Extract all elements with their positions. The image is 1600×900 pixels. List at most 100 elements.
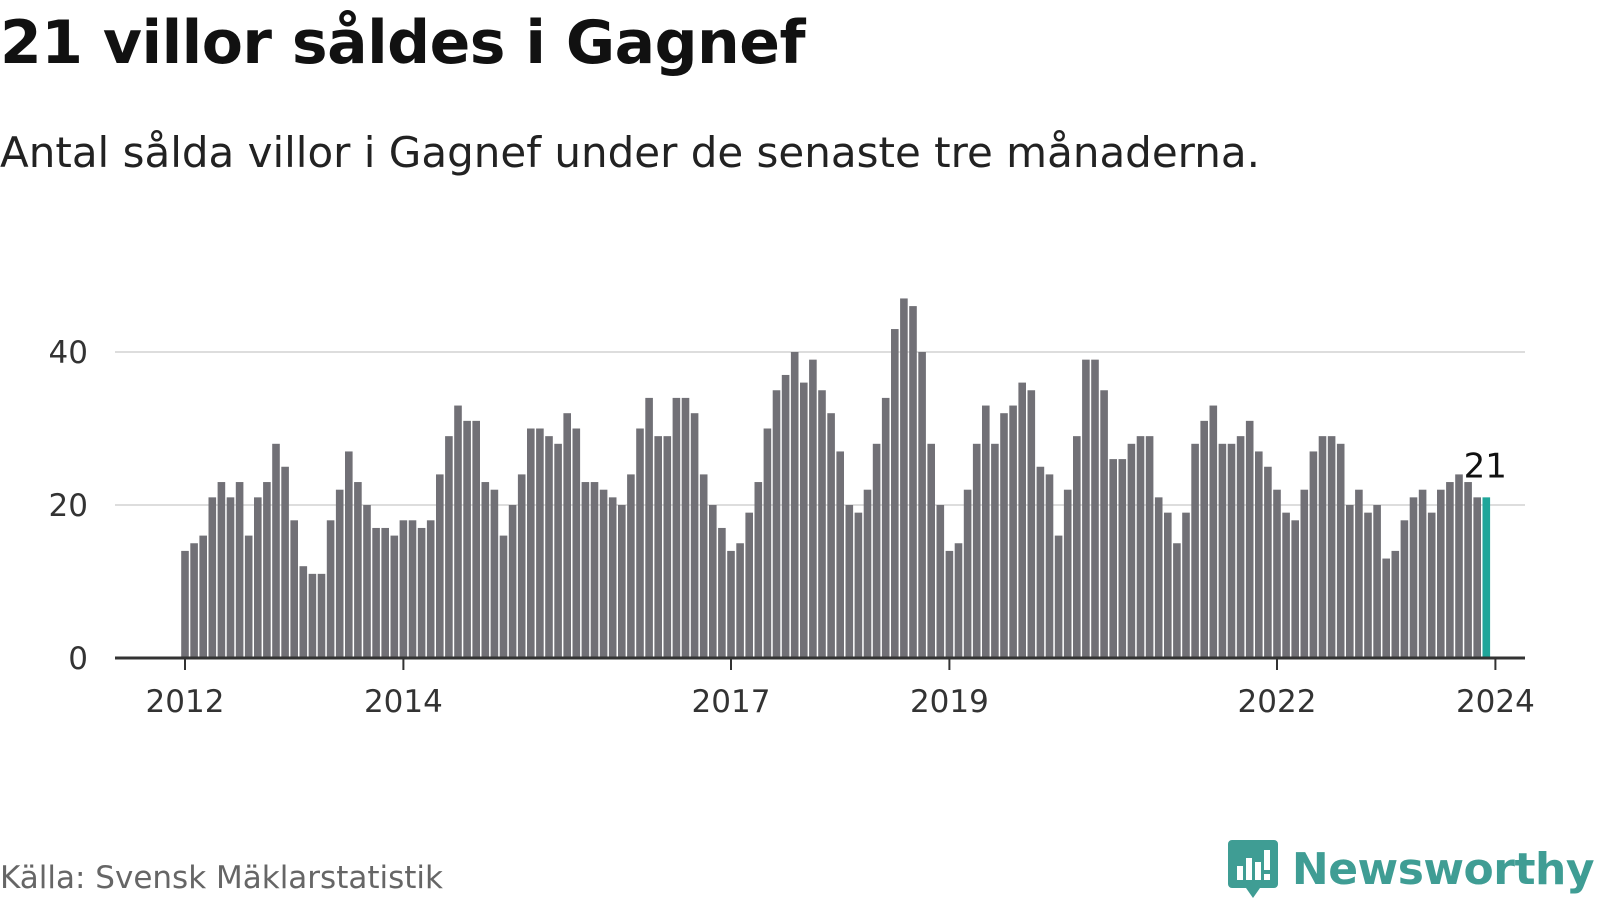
bar: [1173, 543, 1181, 658]
bar: [1154, 497, 1163, 658]
x-tick-label: 2012: [146, 684, 225, 720]
x-tick-label: 2024: [1456, 684, 1535, 720]
bar: [490, 489, 499, 658]
bar: [972, 443, 981, 658]
bar: [572, 428, 581, 658]
chart-labels: 0 20 40 2012 2014 2017 2019 2022 2024 21: [49, 335, 1535, 720]
bar: [690, 413, 699, 658]
bar: [1200, 420, 1208, 658]
bar: [1273, 489, 1281, 658]
bar: [1018, 382, 1026, 658]
bar: [1400, 520, 1409, 658]
bar: [608, 497, 617, 658]
bar: [1027, 390, 1036, 658]
bar: [363, 505, 371, 658]
bar: [1318, 436, 1327, 658]
bar: [1164, 512, 1172, 658]
bar: [190, 543, 198, 658]
bar: [481, 482, 490, 658]
bar: [863, 489, 872, 658]
bar-highlight: [1482, 497, 1491, 658]
bar: [991, 443, 999, 658]
bar: [872, 443, 881, 658]
bar: [390, 535, 399, 658]
chart-subtitle: Antal sålda villor i Gagnef under de sen…: [0, 128, 1260, 177]
bar: [281, 466, 289, 658]
bar: [454, 405, 462, 658]
bar: [1118, 459, 1127, 658]
bar: [508, 505, 517, 658]
bar: [663, 436, 672, 658]
y-tick-label: 40: [49, 335, 88, 371]
bar: [254, 497, 262, 658]
bar: [599, 489, 608, 658]
bar: [681, 397, 690, 658]
bar: [436, 474, 444, 658]
bar: [1282, 512, 1290, 658]
bar: [345, 451, 353, 658]
x-tick-label: 2022: [1238, 684, 1317, 720]
bar: [581, 482, 590, 658]
bar: [963, 489, 972, 658]
bar: [1236, 436, 1245, 658]
bar: [699, 474, 708, 658]
bar: [317, 573, 326, 658]
bar: [1073, 436, 1081, 658]
bar: [900, 298, 908, 658]
bar: [945, 550, 954, 658]
bar: [672, 397, 681, 658]
bar: [1473, 497, 1481, 658]
bar: [800, 382, 808, 658]
bar: [1009, 405, 1017, 658]
bar: [299, 566, 308, 658]
bar: [408, 520, 417, 658]
bar: [290, 520, 298, 658]
bar: [472, 420, 480, 658]
bar: [1218, 443, 1227, 658]
bar: [1191, 443, 1199, 658]
x-tick-label: 2017: [692, 684, 771, 720]
bar: [836, 451, 844, 658]
bar: [772, 390, 781, 658]
bar: [845, 505, 854, 658]
bar: [781, 374, 790, 658]
bar: [1000, 413, 1008, 658]
bar: [1427, 512, 1436, 658]
bar: [618, 505, 626, 658]
y-tick-label: 20: [49, 488, 88, 524]
bar: [827, 413, 835, 658]
bar: [954, 543, 963, 658]
bar: [372, 527, 380, 658]
bar: [554, 443, 562, 658]
y-tick-label: 0: [68, 641, 88, 677]
bar: [308, 573, 317, 658]
bar: [1437, 489, 1445, 658]
bar: [1209, 405, 1218, 658]
bar: [417, 527, 426, 658]
bar: [763, 428, 772, 658]
bar: [1327, 436, 1336, 658]
bar: [1346, 505, 1354, 658]
bar: [790, 352, 799, 658]
bar: [354, 482, 362, 658]
axes: [115, 656, 1525, 670]
bar-series: [181, 298, 1491, 658]
bar: [982, 405, 990, 658]
bar: [654, 436, 662, 658]
brand-name: Newsworthy: [1291, 843, 1595, 895]
bar: [1091, 359, 1099, 658]
bar: [1063, 489, 1072, 658]
highlight-value-label: 21: [1464, 446, 1507, 486]
chart-title: 21 villor såldes i Gagnef: [0, 8, 806, 78]
bar: [1054, 535, 1063, 658]
bar: [1264, 466, 1272, 658]
bar: [1227, 443, 1236, 658]
bar: [636, 428, 644, 658]
bar: [499, 535, 508, 658]
bar: [891, 329, 899, 658]
bar: [1100, 390, 1108, 658]
source-note: Källa: Svensk Mäklarstatistik: [0, 860, 443, 896]
bar: [263, 482, 271, 658]
bar: [1382, 558, 1390, 658]
